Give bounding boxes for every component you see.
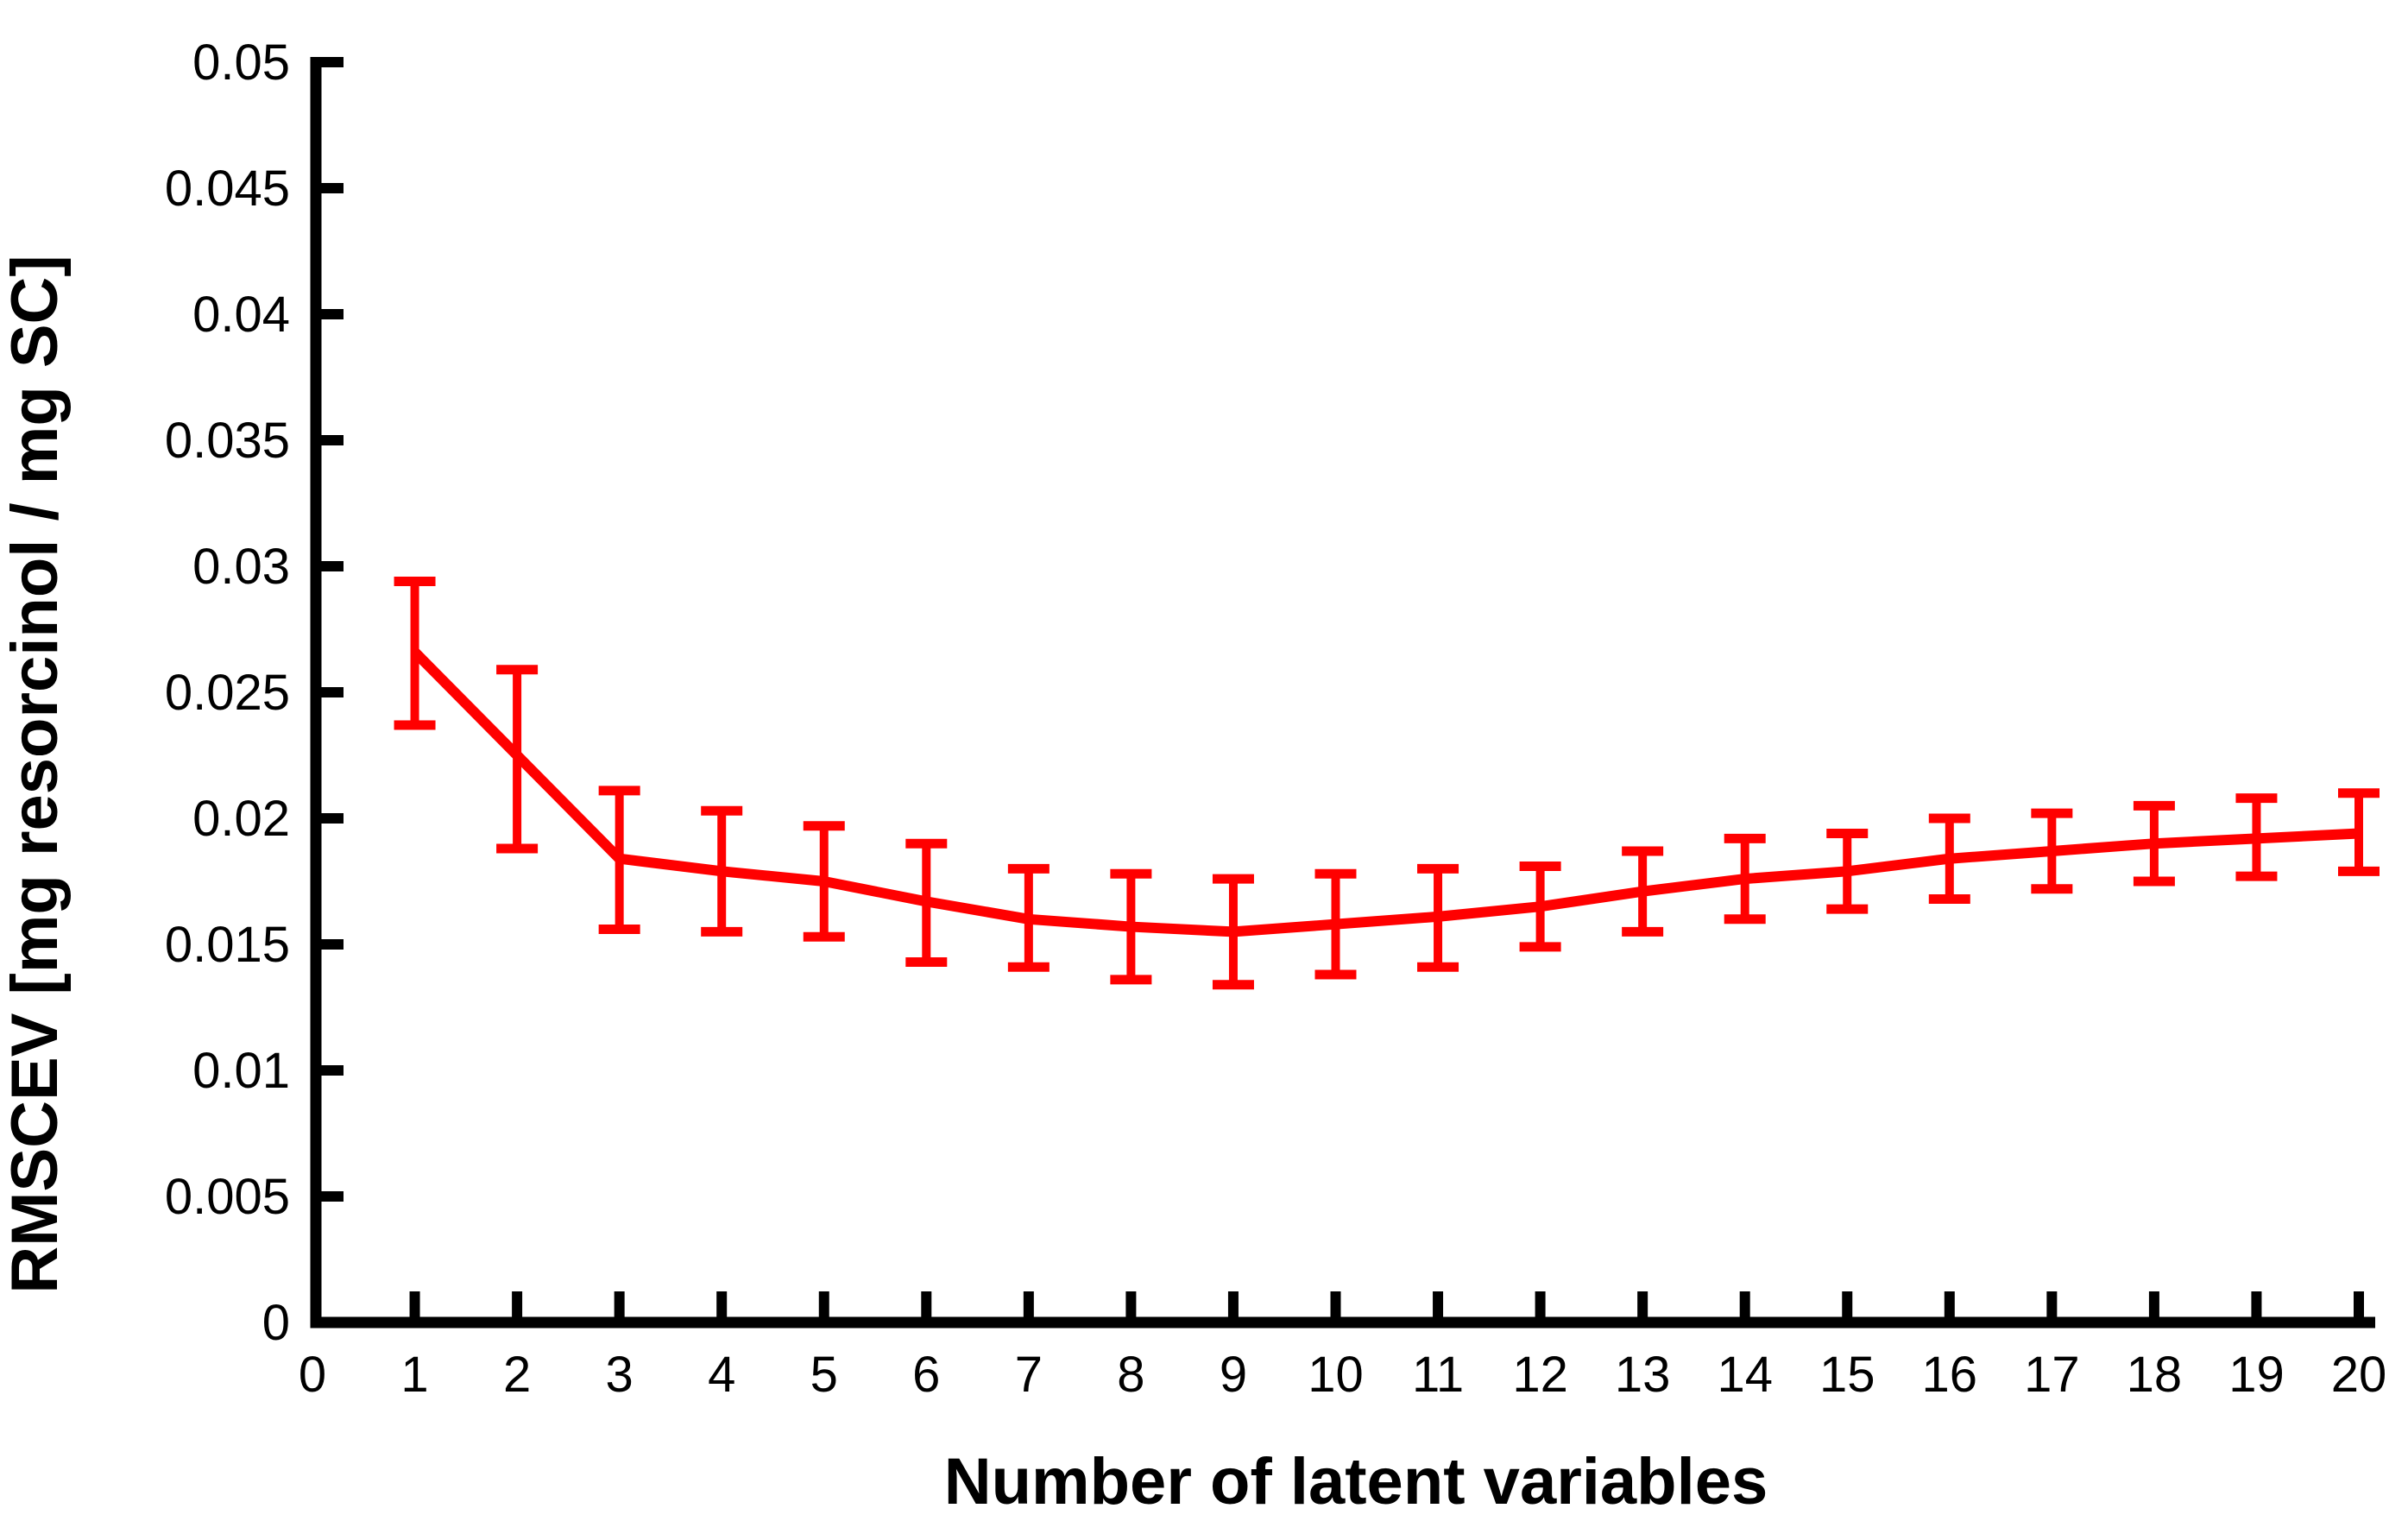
x-tick-label: 14: [1717, 1347, 1773, 1403]
series-line: [411, 648, 2360, 937]
y-tick-label: 0.01: [192, 1043, 290, 1099]
y-tick-label: 0.015: [165, 917, 290, 973]
x-tick-label: 9: [1220, 1347, 1247, 1403]
x-axis-tick-labels: 0 1 2 3 4 5 6 7 8 9 10 11 12 13 14 15 16 17 18 19 20: [299, 1347, 2386, 1403]
y-tick-label: 0.04: [192, 287, 290, 343]
x-tick-label: 6: [912, 1347, 940, 1403]
x-tick-label: 4: [708, 1347, 735, 1403]
x-tick-label: 7: [1015, 1347, 1043, 1403]
y-tick-label: 0.035: [165, 413, 290, 469]
y-tick-label: 0.025: [165, 665, 290, 721]
x-tick-label: 11: [1412, 1347, 1464, 1403]
x-tick-label: 2: [503, 1347, 531, 1403]
y-tick-label: 0: [262, 1295, 290, 1351]
x-tick-label: 3: [606, 1347, 634, 1403]
data-line: [411, 648, 2360, 937]
y-tick-label: 0.05: [192, 35, 290, 91]
y-axis-title: RMSCEV [mg resorcinol / mg SC]: [0, 255, 72, 1294]
x-tick-label: 15: [1819, 1347, 1875, 1403]
x-tick-label: 17: [2024, 1347, 2080, 1403]
y-tick-label: 0.005: [165, 1169, 290, 1225]
x-axis-title: Number of latent variables: [944, 1445, 1768, 1518]
x-tick-label: 16: [1922, 1347, 1978, 1403]
y-axis-tick-labels: 0 0.005 0.01 0.015 0.02 0.025 0.03 0.035 0.04 0.0…: [165, 35, 290, 1351]
y-tick-label: 0.045: [165, 161, 290, 217]
axes: [310, 57, 2375, 1329]
x-tick-label: 8: [1117, 1347, 1144, 1403]
x-tick-label: 0: [299, 1347, 326, 1403]
x-tick-label: 18: [2127, 1347, 2183, 1403]
x-tick-label: 10: [1308, 1347, 1364, 1403]
x-tick-label: 13: [1615, 1347, 1671, 1403]
error-bars: [394, 577, 2380, 990]
y-axis-ticks: [316, 57, 344, 1202]
x-tick-label: 20: [2331, 1347, 2387, 1403]
y-tick-label: 0.03: [192, 539, 290, 595]
x-tick-label: 12: [1512, 1347, 1568, 1403]
x-axis-ticks: [409, 1291, 2364, 1322]
x-tick-label: 19: [2228, 1347, 2285, 1403]
y-tick-label: 0.02: [192, 791, 290, 847]
x-tick-label: 1: [400, 1347, 428, 1403]
x-tick-label: 5: [810, 1347, 838, 1403]
